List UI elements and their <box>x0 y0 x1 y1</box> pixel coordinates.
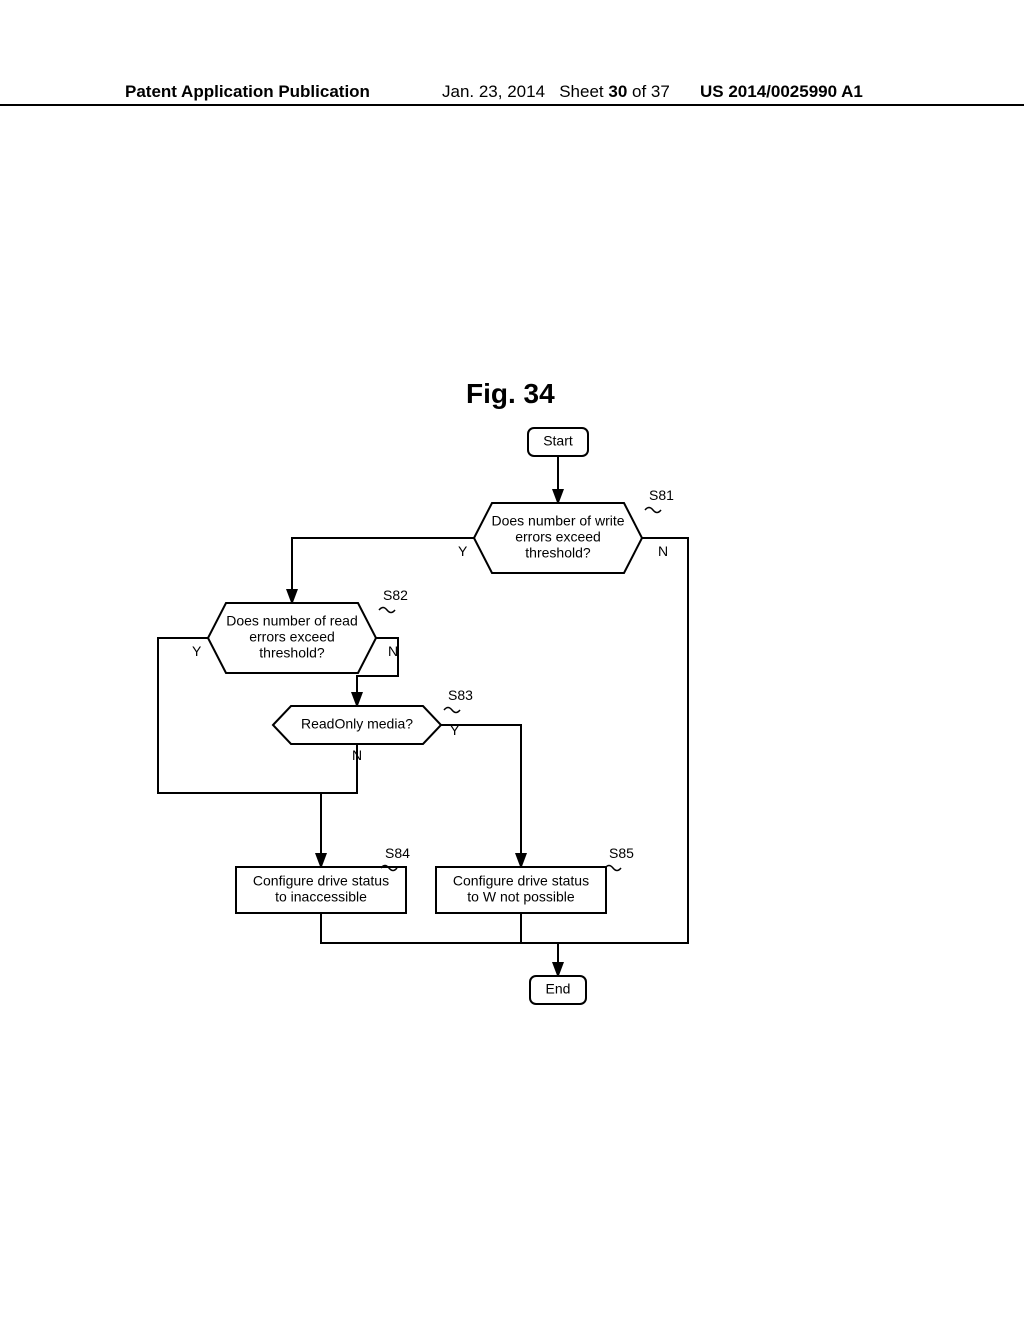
branch-label: Y <box>458 543 468 559</box>
svg-text:to inaccessible: to inaccessible <box>275 889 367 905</box>
header-date-sheet: Jan. 23, 2014 Sheet 30 of 37 <box>442 82 670 102</box>
node-start: Start <box>528 428 588 456</box>
svg-text:errors exceed: errors exceed <box>249 629 335 645</box>
step-label: S85 <box>609 845 634 861</box>
node-end: End <box>530 976 586 1004</box>
svg-text:Does number of read: Does number of read <box>226 613 358 629</box>
page-header: Patent Application Publication Jan. 23, … <box>0 82 1024 106</box>
svg-text:Start: Start <box>543 433 573 449</box>
step-label: S83 <box>448 687 473 703</box>
header-sheet-prefix: Sheet <box>559 82 608 101</box>
step-label-tilde <box>444 708 460 713</box>
step-label-tilde <box>379 608 395 613</box>
node-p_wnot: Configure drive statusto W not possible <box>436 867 606 913</box>
svg-text:Does number of write: Does number of write <box>491 513 624 529</box>
figure-title: Fig. 34 <box>466 378 555 410</box>
header-sheet-num: 30 <box>608 82 627 101</box>
svg-text:errors exceed: errors exceed <box>515 529 601 545</box>
step-label: S82 <box>383 587 408 603</box>
node-d_write: Does number of writeerrors exceedthresho… <box>474 503 642 573</box>
header-date: Jan. 23, 2014 <box>442 82 545 101</box>
svg-text:threshold?: threshold? <box>525 545 591 561</box>
header-sheet-of: of 37 <box>627 82 670 101</box>
step-label: S81 <box>649 487 674 503</box>
step-label: S84 <box>385 845 410 861</box>
header-publication: Patent Application Publication <box>125 82 370 102</box>
node-d_ro: ReadOnly media? <box>273 706 441 744</box>
svg-text:Configure drive status: Configure drive status <box>253 873 389 889</box>
node-p_inacc: Configure drive statusto inaccessible <box>236 867 406 913</box>
flowchart: StartDoes number of writeerrors exceedth… <box>130 418 830 1028</box>
branch-label: N <box>658 543 668 559</box>
node-d_read: Does number of readerrors exceedthreshol… <box>208 603 376 673</box>
flow-edge <box>441 725 521 867</box>
svg-text:Configure drive status: Configure drive status <box>453 873 589 889</box>
header-pubnum: US 2014/0025990 A1 <box>700 82 863 102</box>
svg-text:threshold?: threshold? <box>259 645 325 661</box>
step-label-tilde <box>645 508 661 513</box>
branch-label: Y <box>450 722 460 738</box>
svg-text:ReadOnly media?: ReadOnly media? <box>301 716 413 732</box>
flow-edge <box>321 913 558 943</box>
svg-text:to W not possible: to W not possible <box>467 889 575 905</box>
branch-label: N <box>352 747 362 763</box>
svg-text:End: End <box>546 981 571 997</box>
step-label-tilde <box>605 866 621 871</box>
branch-label: Y <box>192 643 202 659</box>
branch-label: N <box>388 643 398 659</box>
